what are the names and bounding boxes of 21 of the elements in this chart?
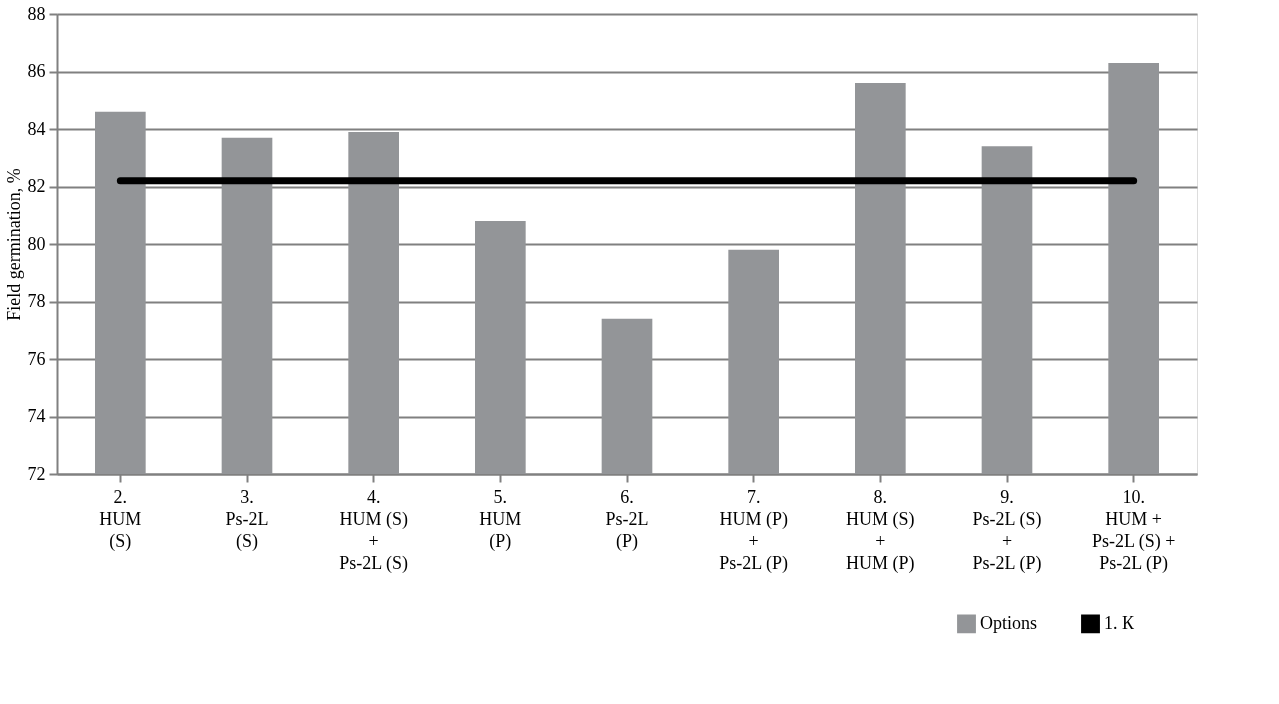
x-tick-label: 6. Ps-2L (P) [605, 486, 649, 552]
x-tick-label: 2. HUM (S) [99, 486, 142, 552]
legend-label: Options [980, 612, 1038, 633]
x-tick-label: 5. HUM (P) [479, 486, 522, 552]
x-tick-label: 3. Ps-2L (S) [225, 486, 269, 552]
x-tick-label: 4. HUM (S) + Ps-2L (S) [339, 486, 409, 574]
x-tick-label: 7. HUM (P) + Ps-2L (P) [719, 486, 789, 574]
y-tick-label: 88 [27, 3, 46, 24]
y-tick-label: 86 [27, 61, 46, 81]
x-tick-label: 9. Ps-2L (S) + Ps-2L (P) [972, 486, 1042, 574]
y-tick-label: 80 [27, 233, 46, 254]
y-tick-label: 74 [27, 406, 46, 426]
y-tick-label: 76 [27, 348, 46, 369]
y-tick-label: 82 [27, 176, 46, 196]
y-axis-title: Field germination, % [3, 168, 24, 321]
x-tick-label: 10. HUM + Ps-2L (S) + Ps-2L (P) [1091, 486, 1176, 574]
x-tick-label: 8. HUM (S) + HUM (P) [846, 486, 915, 574]
y-tick-label: 84 [27, 118, 46, 139]
y-tick-label: 72 [27, 463, 46, 484]
y-tick-label: 78 [27, 291, 46, 311]
legend-label: 1. К [1104, 612, 1135, 633]
